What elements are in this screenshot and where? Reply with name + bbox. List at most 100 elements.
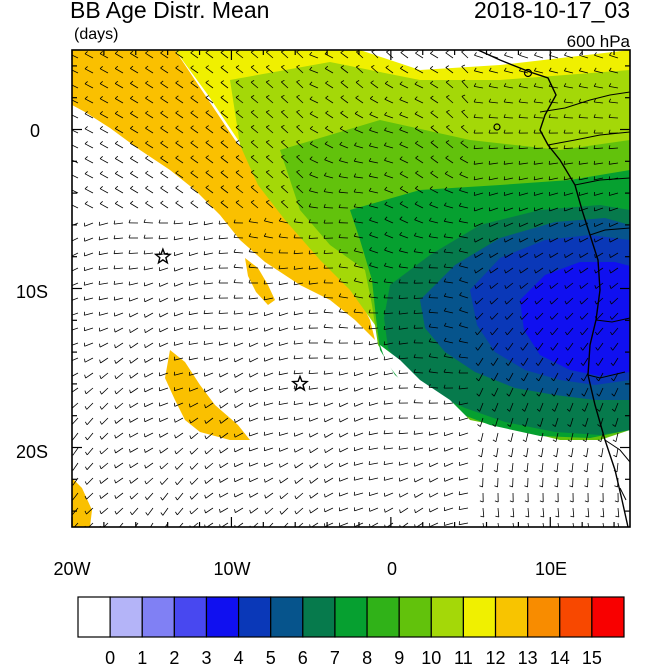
wind-barb (250, 66, 259, 74)
x-tick-label: 10W (213, 559, 250, 579)
wind-barb (488, 147, 499, 150)
wind-barb (175, 142, 184, 149)
wind-barb-flag (114, 125, 119, 129)
wind-barb (218, 237, 229, 240)
wind-barb-flag (488, 160, 491, 165)
wind-barb (279, 236, 289, 239)
wind-barb (72, 342, 79, 346)
wind-barb-flag (160, 512, 164, 516)
wind-barb (129, 312, 139, 318)
wind-barb-flag (248, 279, 251, 284)
wind-barb-flag (175, 125, 179, 129)
colorbar-label: 9 (394, 648, 404, 667)
wind-barb-flag (549, 269, 551, 274)
wind-barb-flag (608, 145, 611, 149)
wind-barb (115, 188, 124, 194)
wind-barb (519, 162, 529, 165)
wind-barb-flag (383, 326, 386, 330)
wind-barb (309, 143, 319, 149)
wind-barb (445, 81, 454, 89)
wind-barb (384, 130, 394, 134)
wind-barb (323, 311, 334, 314)
wind-barb-flag (490, 347, 494, 351)
wind-barb-flag (551, 408, 555, 412)
wind-barb-flag (428, 399, 431, 404)
wind-barb (130, 113, 139, 119)
wind-barb (72, 372, 79, 377)
wind-barb (384, 402, 394, 405)
wind-barb-flag (458, 262, 462, 266)
wind-barb (84, 312, 94, 316)
wind-barb-flag (534, 52, 537, 56)
wind-barb (175, 67, 184, 74)
wind-barb (459, 190, 469, 194)
wind-barb-flag (144, 373, 146, 378)
wind-barb-flag (538, 470, 543, 473)
wind-barb-flag (145, 185, 149, 189)
wind-barb (541, 447, 544, 457)
wind-barb (189, 312, 199, 316)
wind-barb (220, 97, 229, 104)
wind-barb-flag (339, 126, 343, 129)
wind-barb (174, 237, 184, 241)
wind-barb (72, 204, 79, 209)
wind-barb-flag (593, 129, 596, 134)
wind-barb-flag (594, 300, 597, 305)
wind-barb (160, 187, 169, 194)
wind-barb (115, 128, 124, 134)
wind-barb-flag (145, 200, 149, 204)
wind-barb (398, 432, 409, 435)
wind-barb (189, 267, 199, 271)
wind-barb-flag (549, 316, 553, 320)
wind-barb-flag (534, 269, 536, 274)
wind-barb (354, 492, 364, 496)
wind-barb (527, 522, 530, 527)
wind-barb-flag (265, 139, 270, 143)
wind-barb (596, 312, 604, 320)
wind-barb-flag (308, 203, 312, 207)
wind-barb-flag (84, 141, 88, 145)
wind-barb (324, 372, 334, 375)
wind-barb-flag (84, 374, 86, 379)
wind-barb (579, 237, 589, 243)
units-label: (days) (74, 26, 119, 43)
wind-barb-flag (399, 216, 403, 220)
wind-barb-flag (160, 155, 164, 159)
wind-barb (429, 236, 439, 239)
wind-barb-flag (524, 500, 529, 503)
wind-barb-flag (443, 233, 446, 237)
wind-barb (72, 237, 79, 242)
wind-barb-flag (175, 496, 178, 501)
wind-barb-flag (519, 285, 522, 289)
wind-barb (130, 68, 139, 74)
wind-barb (189, 237, 199, 241)
wind-barb (598, 372, 604, 382)
wind-barb (415, 52, 424, 59)
wind-barb (101, 432, 109, 440)
wind-barb (474, 237, 484, 243)
wind-barb-flag (551, 393, 555, 397)
wind-barb-flag (579, 316, 583, 320)
wind-barb-flag (399, 171, 403, 175)
wind-barb (325, 127, 334, 134)
wind-barb (554, 402, 559, 412)
wind-barb-flag (353, 173, 357, 177)
wind-barb-flag (249, 373, 251, 378)
wind-barb (72, 387, 79, 393)
wind-barb (459, 235, 469, 239)
wind-barb (579, 86, 589, 89)
wind-barb (489, 192, 499, 196)
wind-barb (369, 129, 379, 134)
wind-barb (72, 129, 79, 134)
wind-barb-flag (596, 393, 600, 397)
wind-barb (235, 112, 244, 119)
wind-barb (159, 327, 169, 333)
wind-barb-flag (526, 531, 529, 532)
wind-barb (564, 222, 574, 227)
wind-barb-flag (175, 170, 179, 174)
wind-barb (444, 522, 454, 526)
wind-barb (519, 222, 529, 227)
wind-barb-flag (203, 310, 206, 314)
wind-barb-flag (293, 250, 296, 254)
wind-barb-flag (309, 509, 311, 514)
